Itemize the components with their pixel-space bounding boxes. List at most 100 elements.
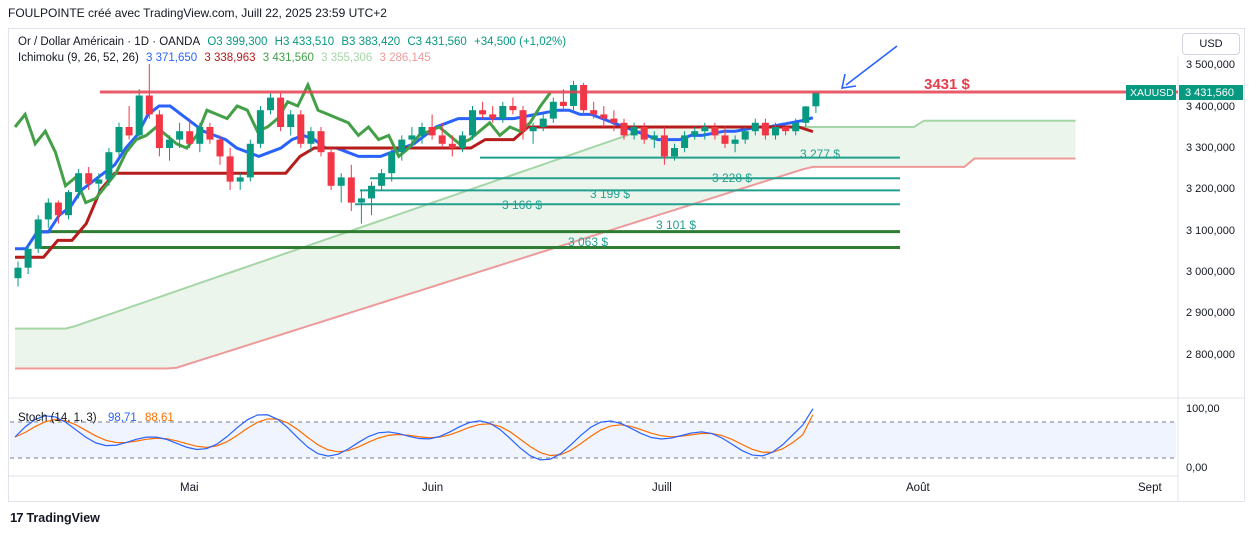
- candle: [701, 127, 709, 132]
- candle: [539, 118, 547, 127]
- candle: [216, 139, 224, 157]
- ichimoku-cloud: [15, 119, 1076, 370]
- candle: [660, 135, 668, 157]
- candle: [600, 114, 608, 119]
- price-tick: 3 500,000: [1186, 59, 1235, 71]
- price-tag-symbol-bg: [1126, 85, 1176, 100]
- candle: [226, 156, 234, 182]
- resistance-label: 3431 $: [924, 76, 971, 93]
- ichimoku-senkou-b-value: 3 286,145: [379, 52, 431, 64]
- chart-frame[interactable]: [8, 28, 1245, 502]
- price-tag-symbol: XAUUSD: [1130, 87, 1174, 99]
- candle: [135, 95, 143, 136]
- stoch-tick: 100,00: [1186, 403, 1220, 415]
- candle: [802, 106, 810, 123]
- tradingview-logo[interactable]: 17 TradingView: [10, 510, 100, 525]
- candle: [580, 85, 588, 111]
- candle: [307, 131, 315, 144]
- candle: [95, 179, 103, 184]
- candle: [256, 110, 264, 144]
- candle: [620, 122, 628, 136]
- candle: [570, 85, 577, 106]
- candle: [337, 177, 345, 186]
- price-tick: 2 900,000: [1186, 307, 1235, 319]
- cloud-fill: [15, 120, 1076, 369]
- candle: [368, 185, 375, 199]
- candle: [792, 122, 800, 132]
- candle: [731, 139, 739, 144]
- candle: [418, 127, 426, 136]
- ichimoku-chikou-value: 3 431,560: [262, 52, 314, 64]
- price-scale: 3 500,000 3 400,000 3 300,000 3 200,000 …: [1186, 59, 1235, 361]
- level-label-3166: 3 166 $: [502, 198, 542, 212]
- candle: [509, 106, 517, 111]
- candle: [438, 135, 446, 144]
- stoch-band: [10, 422, 1176, 458]
- candle: [499, 106, 507, 119]
- footer-brand: TradingView: [26, 510, 100, 525]
- senkou-a-line: [15, 119, 1076, 330]
- candle: [671, 148, 678, 157]
- candle: [640, 127, 648, 140]
- currency-button[interactable]: USD: [1182, 33, 1240, 55]
- price-tick: 3 000,000: [1186, 266, 1235, 278]
- candle: [529, 127, 537, 132]
- candle: [751, 122, 759, 132]
- candle: [287, 114, 295, 127]
- candle: [559, 101, 567, 106]
- candle: [54, 202, 62, 216]
- price-tag-value: 3 431,560: [1185, 87, 1234, 99]
- candle: [711, 127, 719, 136]
- candle: [125, 127, 133, 136]
- candle: [741, 131, 749, 140]
- level-label-3199: 3 199 $: [590, 187, 630, 201]
- candle: [691, 131, 699, 136]
- candle: [236, 177, 244, 182]
- candle: [610, 118, 618, 123]
- candle: [24, 248, 32, 268]
- candle: [176, 131, 184, 140]
- tv-logo-icon: 17: [10, 510, 24, 525]
- price-tick: 3 200,000: [1186, 183, 1235, 195]
- candle: [105, 152, 113, 180]
- price-tick: 3 100,000: [1186, 225, 1235, 237]
- candle: [155, 114, 163, 148]
- high-value: H3 433,510: [274, 36, 335, 48]
- candle: [489, 114, 497, 119]
- page-header: FOULPOINTE créé avec TradingView.com, Ju…: [8, 6, 387, 20]
- candle: [448, 143, 456, 148]
- candle: [630, 127, 638, 136]
- ichimoku-label: Ichimoku (9, 26, 52, 26): [18, 52, 139, 64]
- candle: [782, 127, 790, 132]
- stoch-d-value: 88,61: [145, 412, 174, 424]
- candle: [44, 202, 52, 220]
- time-axis: Mai Juin Juill Août Sept: [180, 482, 1162, 494]
- arrow-head-icon: [840, 73, 857, 89]
- open-value: O3 399,300: [207, 36, 268, 48]
- candle: [388, 152, 396, 174]
- candle: [65, 192, 72, 216]
- candle: [458, 135, 466, 148]
- candle: [590, 110, 598, 115]
- close-value: C3 431,560: [407, 36, 467, 48]
- senkou-b-line: [15, 157, 1076, 370]
- ichimoku-senkou-a-value: 3 355,306: [321, 52, 373, 64]
- ichimoku-tenkan-value: 3 371,650: [146, 52, 198, 64]
- stoch-label: Stoch (14, 1, 3): [18, 412, 97, 424]
- candle: [34, 219, 42, 249]
- candle: [721, 135, 729, 144]
- ichimoku-legend: Ichimoku (9, 26, 52, 26) 3 371,650 3 338…: [18, 52, 435, 64]
- candle: [166, 139, 173, 148]
- candle: [186, 131, 194, 144]
- candle: [549, 101, 557, 119]
- stoch-k-line: [14, 408, 814, 461]
- candle: [75, 173, 83, 193]
- candle: [246, 143, 254, 178]
- candle: [428, 127, 436, 136]
- candle: [206, 127, 214, 140]
- candle: [650, 135, 658, 140]
- ichimoku-kijun-value: 3 338,963: [204, 52, 256, 64]
- candle: [145, 95, 153, 115]
- price-tag-value-bg: [1179, 85, 1243, 100]
